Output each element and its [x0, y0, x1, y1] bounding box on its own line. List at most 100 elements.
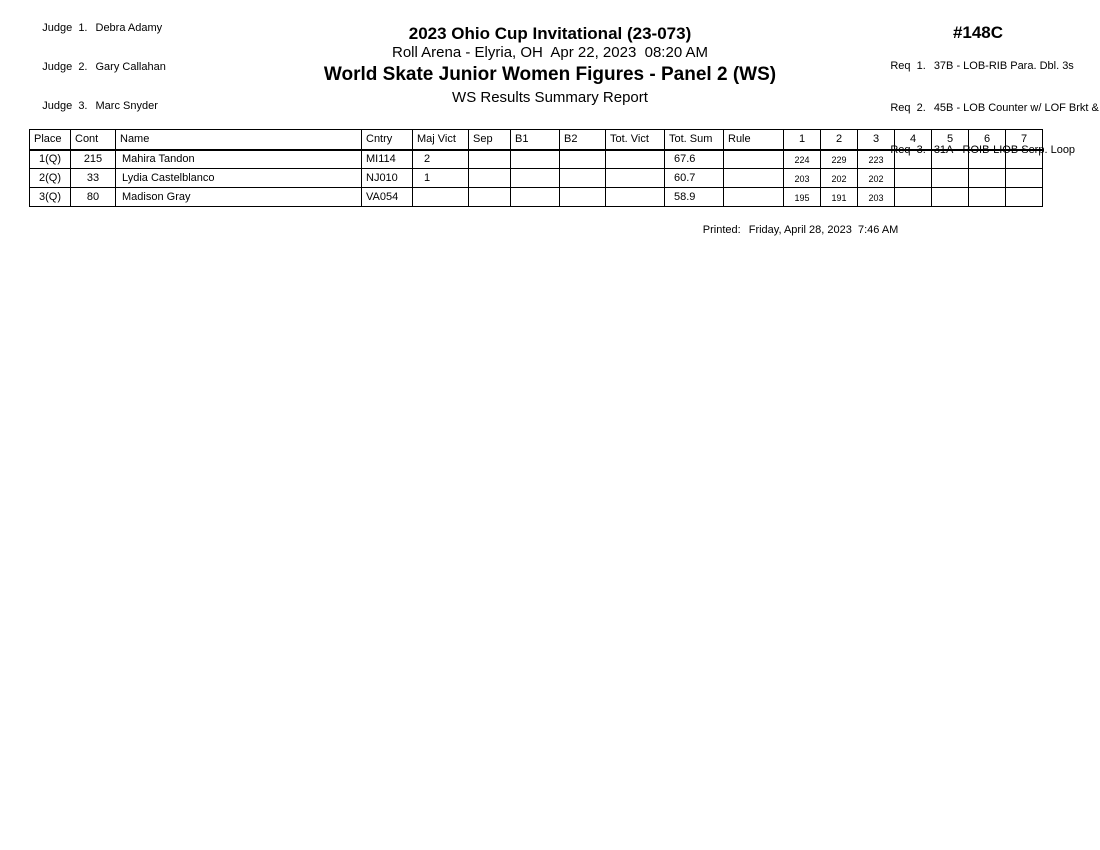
event-name: World Skate Junior Women Figures - Panel…	[323, 64, 777, 85]
judge-score-cell	[894, 149, 932, 169]
col-header-maj-vict: Maj Vict	[412, 129, 469, 151]
col-header-b2: B2	[559, 129, 606, 151]
tot-sum-cell: 58.9	[664, 187, 724, 207]
judge-score-cell: 223	[857, 149, 895, 169]
sep-cell	[468, 187, 511, 207]
venue-date-line: Roll Arena - Elyria, OH Apr 22, 2023 08:…	[392, 44, 708, 61]
judge-score-cell	[968, 187, 1006, 207]
col-header-b1: B1	[510, 129, 560, 151]
judge-name: Gary Callahan	[95, 61, 166, 73]
results-table: Place Cont Name Cntry Maj Vict Sep B1 B2…	[29, 129, 1043, 207]
judge-score-cell	[968, 149, 1006, 169]
contestant-number-cell: 215	[70, 149, 116, 169]
tot-vict-cell	[605, 168, 665, 188]
judge-score-cell: 203	[857, 187, 895, 207]
report-name: WS Results Summary Report	[452, 89, 648, 106]
col-header-judge-2: 2	[820, 129, 858, 151]
req-label: Req 2.	[890, 102, 926, 114]
b1-cell	[510, 168, 560, 188]
judge-score-cell	[931, 187, 969, 207]
place-cell: 1(Q)	[29, 149, 71, 169]
judge-score-cell	[1005, 187, 1043, 207]
req-text: 45B - LOB Counter w/ LOF Brkt &	[933, 102, 1099, 114]
judge-score-cell	[894, 168, 932, 188]
req-text: 37B - LOB-RIB Para. Dbl. 3s	[933, 60, 1074, 72]
contestant-number-cell: 80	[70, 187, 116, 207]
col-header-tot-vict: Tot. Vict	[605, 129, 665, 151]
judge-line: Judge 1. Debra Adamy	[30, 9, 166, 48]
judge-label: Judge 3.	[42, 100, 88, 112]
rule-cell	[723, 149, 784, 169]
judge-label: Judge 2.	[42, 61, 88, 73]
rule-cell	[723, 187, 784, 207]
rule-cell	[723, 168, 784, 188]
cntry-cell: NJ010	[361, 168, 413, 188]
req-label: Req 1.	[890, 60, 926, 72]
table-row: 1(Q) 215 Mahira Tandon MI114 2 67.6 224 …	[29, 149, 1043, 169]
judge-score-cell	[1005, 149, 1043, 169]
place-cell: 3(Q)	[29, 187, 71, 207]
requirement-line: Req 1. 37B - LOB-RIB Para. Dbl. 3s	[872, 45, 1084, 87]
judge-score-cell	[894, 187, 932, 207]
col-header-sep: Sep	[468, 129, 511, 151]
cntry-cell: MI114	[361, 149, 413, 169]
maj-vict-cell	[412, 187, 469, 207]
col-header-rule: Rule	[723, 129, 784, 151]
judge-name: Marc Snyder	[95, 100, 158, 112]
tot-vict-cell	[605, 149, 665, 169]
judge-score-cell: 224	[783, 149, 821, 169]
results-table-container: Place Cont Name Cntry Maj Vict Sep B1 B2…	[29, 129, 1043, 207]
judge-line: Judge 3. Marc Snyder	[30, 87, 166, 126]
b2-cell	[559, 168, 606, 188]
judge-score-cell: 191	[820, 187, 858, 207]
title-block: 2023 Ohio Cup Invitational (23-073) Roll…	[0, 24, 1100, 108]
judge-score-cell	[931, 168, 969, 188]
judge-line: Judge 2. Gary Callahan	[30, 48, 166, 87]
maj-vict-cell: 1	[412, 168, 469, 188]
tot-sum-cell: 67.6	[664, 149, 724, 169]
contestant-number-cell: 33	[70, 168, 116, 188]
printed-timestamp: Printed: Friday, April 28, 2023 7:46 AM	[545, 212, 1050, 236]
skater-name-cell: Madison Gray	[115, 187, 362, 207]
judge-score-cell	[931, 149, 969, 169]
tot-sum-cell: 60.7	[664, 168, 724, 188]
table-row: 2(Q) 33 Lydia Castelblanco NJ010 1 60.7 …	[29, 168, 1043, 188]
judge-score-cell	[968, 168, 1006, 188]
col-header-judge-6: 6	[968, 129, 1006, 151]
judge-score-cell: 195	[783, 187, 821, 207]
judge-name: Debra Adamy	[95, 22, 163, 34]
place-cell: 2(Q)	[29, 168, 71, 188]
judges-list: Judge 1. Debra Adamy Judge 2. Gary Callaha…	[30, 9, 166, 126]
cntry-cell: VA054	[361, 187, 413, 207]
table-row: 3(Q) 80 Madison Gray VA054 58.9 195 191 …	[29, 187, 1043, 207]
judge-label: Judge 1.	[42, 22, 88, 34]
judge-score-cell	[1005, 168, 1043, 188]
tot-vict-cell	[605, 187, 665, 207]
judge-score-cell: 202	[820, 168, 858, 188]
col-header-name: Name	[115, 129, 362, 151]
col-header-judge-7: 7	[1005, 129, 1043, 151]
judge-score-cell: 202	[857, 168, 895, 188]
maj-vict-cell: 2	[412, 149, 469, 169]
printed-value: Friday, April 28, 2023 7:46 AM	[748, 224, 899, 236]
col-header-place: Place	[29, 129, 71, 151]
judge-score-cell: 203	[783, 168, 821, 188]
event-code: #148C	[952, 23, 1004, 42]
table-header-row: Place Cont Name Cntry Maj Vict Sep B1 B2…	[29, 129, 1043, 151]
b2-cell	[559, 149, 606, 169]
col-header-judge-5: 5	[931, 129, 969, 151]
col-header-judge-1: 1	[783, 129, 821, 151]
skater-name-cell: Lydia Castelblanco	[115, 168, 362, 188]
sep-cell	[468, 149, 511, 169]
b1-cell	[510, 187, 560, 207]
b1-cell	[510, 149, 560, 169]
col-header-judge-3: 3	[857, 129, 895, 151]
b2-cell	[559, 187, 606, 207]
sep-cell	[468, 168, 511, 188]
col-header-tot-sum: Tot. Sum	[664, 129, 724, 151]
col-header-cntry: Cntry	[361, 129, 413, 151]
col-header-cont: Cont	[70, 129, 116, 151]
printed-label: Printed:	[702, 224, 741, 236]
col-header-judge-4: 4	[894, 129, 932, 151]
judge-score-cell: 229	[820, 149, 858, 169]
